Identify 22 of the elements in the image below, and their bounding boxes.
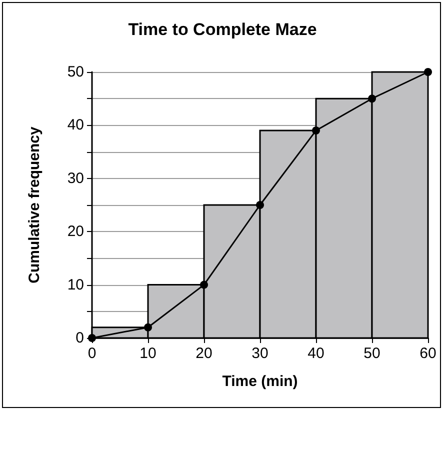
x-tick-label: 50 xyxy=(364,345,380,362)
x-tick-label: 10 xyxy=(140,345,156,362)
point xyxy=(256,201,264,209)
y-tick-label: 0 xyxy=(76,330,84,346)
x-axis-title: Time (min) xyxy=(222,373,298,390)
y-axis-title: Cumulative frequency xyxy=(26,126,43,284)
y-tick-label: 50 xyxy=(67,64,84,80)
x-tick-label: 60 xyxy=(420,345,436,362)
point xyxy=(424,68,432,76)
x-tick-label: 30 xyxy=(252,345,268,362)
y-tick-label: 10 xyxy=(67,276,84,294)
point xyxy=(144,323,152,332)
point xyxy=(200,280,208,289)
y-tick-label: 40 xyxy=(67,116,84,134)
chart-title: Time to Complete Maze xyxy=(128,20,317,39)
x-tick-label: 20 xyxy=(196,345,212,362)
y-tick-label: 20 xyxy=(67,223,84,240)
x-tick-label: 0 xyxy=(88,345,96,362)
x-tick-label: 40 xyxy=(308,345,324,362)
point xyxy=(368,94,376,103)
point xyxy=(312,126,320,135)
y-tick-label: 30 xyxy=(67,170,84,187)
